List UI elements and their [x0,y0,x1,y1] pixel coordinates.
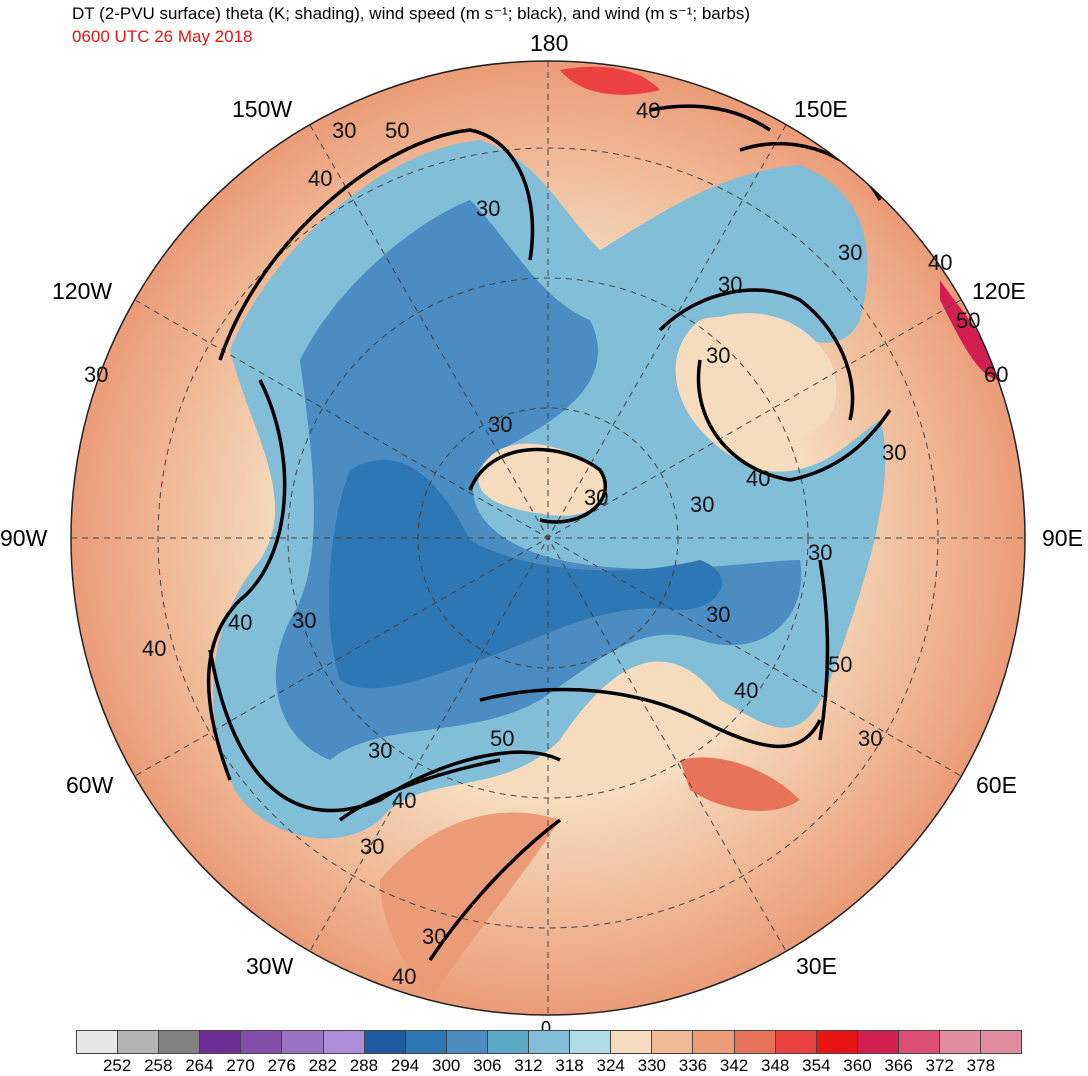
lon-label-60e: 60E [976,772,1017,798]
lon-label-150w: 150W [232,96,293,122]
colorbar-swatch [570,1031,612,1053]
colorbar-swatch [939,1031,982,1053]
colorbar-swatch [775,1031,817,1053]
contour-label: 40 [228,610,252,635]
contour-label: 30 [292,608,316,633]
colorbar-tick-label: 342 [719,1056,749,1075]
colorbar-swatch [693,1031,735,1053]
colorbar-tick-label: 348 [761,1056,790,1075]
colorbar-swatch [446,1031,488,1053]
contour-label: 30 [488,412,512,437]
lon-label-60w: 60W [66,772,114,798]
colorbar-swatch [118,1031,160,1053]
contour-label: 30 [808,540,832,565]
colorbar-tick-label: 336 [678,1056,708,1075]
colorbar-swatch [487,1031,530,1053]
colorbar-swatch [241,1031,283,1053]
contour-label: 30 [584,485,608,510]
lon-label-120e: 120E [972,278,1026,304]
contour-label: 40 [746,466,770,491]
graticule [71,61,1025,1015]
contour-label: 30 [476,196,500,221]
colorbar-tick-label: 366 [884,1056,913,1075]
contour-label: 50 [828,652,852,677]
lon-label-90w: 90W [0,525,48,551]
colorbar-tick-label: 252 [102,1056,132,1075]
contour-label: 30 [422,924,446,949]
colorbar-tick-label: 258 [144,1056,173,1075]
colorbar-swatch [857,1031,899,1053]
colorbar-tick-label: 270 [226,1056,255,1075]
colorbar-swatch [323,1031,365,1053]
lon-label-180: 180 [530,30,569,56]
colorbar-swatch [981,1031,1022,1053]
colorbar-swatch [200,1031,242,1053]
colorbar-tick-label: 330 [637,1056,666,1075]
contour-label: 30 [360,834,384,859]
lon-label-150e: 150E [794,96,848,122]
colorbar-tick-label: 318 [555,1056,584,1075]
contour-label: 40 [734,678,758,703]
colorbar-tick-label: 264 [185,1056,214,1075]
colorbar-swatch [282,1031,324,1053]
colorbar-swatch [652,1031,694,1053]
colorbar-tick-label: 372 [925,1056,954,1075]
contour-label: 30 [882,440,906,465]
map-boundary [70,60,1026,1016]
colorbar-tick-label: 324 [596,1056,625,1075]
colorbar-swatch [898,1031,940,1053]
lon-label-30w: 30W [246,953,294,979]
colorbar-tick-label: 306 [473,1056,502,1075]
contour-label: 50 [490,726,514,751]
contour-label: 30 [718,272,742,297]
colorbar-tick-label: 294 [390,1056,420,1075]
contour-label: 30 [706,343,730,368]
colorbar-swatch [364,1031,406,1053]
contour-label: 30 [332,118,356,143]
colorbar-swatch [734,1031,776,1053]
contour-label: 30 [368,738,392,763]
colorbar-swatch [611,1031,653,1053]
theta-colorbar [76,1030,1022,1054]
colorbar-swatch [159,1031,201,1053]
contour-label: 40 [392,788,416,813]
contour-label: 40 [142,636,166,661]
lon-label-0: 0 [541,1018,552,1038]
contour-label: 30 [690,492,714,517]
lon-label-120w: 120W [52,278,113,304]
contour-label: 30 [858,726,882,751]
valid-time: 0600 UTC 26 May 2018 [72,27,253,46]
contour-label: 40 [636,98,660,123]
colorbar-swatch [816,1031,858,1053]
colorbar-tick-label: 282 [308,1056,337,1075]
colorbar-swatch [405,1031,447,1053]
colorbar-swatch [77,1031,119,1053]
colorbar-swatch [529,1031,571,1053]
contour-label: 40 [308,166,332,191]
colorbar-tick-label: 378 [966,1056,996,1075]
colorbar-tick-label: 300 [431,1056,461,1075]
wind-speed-contours [206,104,892,961]
colorbar-tick-label: 354 [802,1056,831,1075]
lon-label-90e: 90E [1042,525,1083,551]
colorbar-tick-label: 312 [514,1056,543,1075]
colorbar-tick-label: 288 [349,1056,379,1075]
lon-label-30e: 30E [796,953,837,979]
contour-label: 30 [706,602,730,627]
contour-label: 50 [385,118,409,143]
map-title: DT (2-PVU surface) theta (K; shading), w… [72,4,751,23]
contour-label: 40 [392,964,416,989]
contour-label: 30 [838,240,862,265]
colorbar-tick-label: 276 [267,1056,296,1075]
colorbar-tick-label: 360 [843,1056,872,1075]
